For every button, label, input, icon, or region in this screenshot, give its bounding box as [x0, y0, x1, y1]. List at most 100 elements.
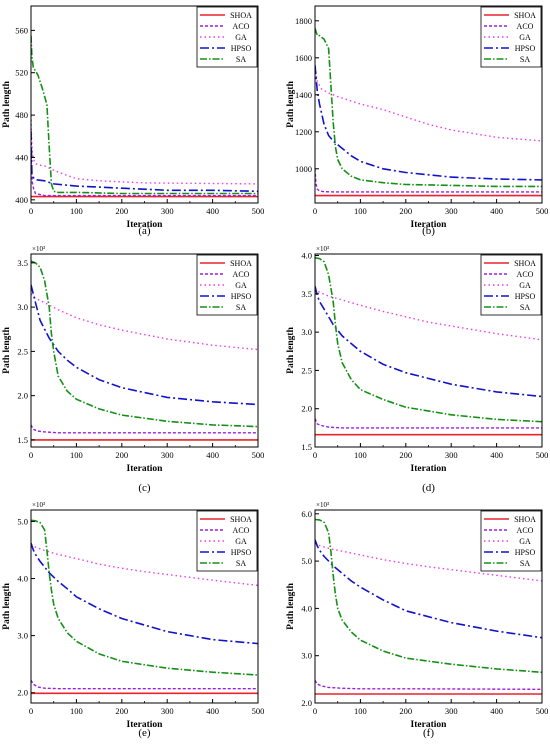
x-tick-label: 300	[445, 450, 458, 460]
legend-label-ga: GA	[519, 33, 531, 42]
legend-label-sa: SA	[520, 559, 530, 568]
x-tick-label: 500	[536, 706, 549, 716]
x-tick-label: 400	[206, 206, 219, 216]
series-line-ga	[315, 542, 542, 582]
legend-label-ga: GA	[235, 33, 247, 42]
series-line-hpso	[31, 284, 258, 406]
x-axis-title: Iteration	[127, 220, 164, 230]
series-line-hpso	[315, 65, 542, 181]
x-tick-label: 100	[70, 450, 83, 460]
panel-label: (d)	[422, 482, 435, 494]
y-tick-label: 4.0	[301, 603, 312, 613]
series-line-ga	[315, 287, 542, 341]
panel-label: (e)	[138, 727, 151, 739]
legend: SHOA ACO GA HPSO SA	[480, 6, 542, 68]
series-line-hpso	[315, 539, 542, 639]
y-tick-label: 1.5	[17, 435, 28, 445]
y-exponent-label: ×10³	[32, 501, 45, 509]
chart-panel-f: 0 100 200 300 400 500 2.0 3.0 4.0 5.0 6.0 ×10³ Itera…	[286, 501, 548, 739]
chart-panel-a: 0 100 200 300 400 500 400 440 480 520 560 Iteration…	[2, 5, 265, 237]
x-tick-label: 500	[536, 450, 549, 460]
legend-label-sa: SA	[236, 55, 246, 64]
y-tick-label: 3.0	[17, 631, 28, 641]
y-tick-label: 4.0	[301, 251, 312, 261]
series-line-sa	[315, 257, 542, 423]
series-line-ga	[315, 66, 542, 142]
panel-label: (c)	[138, 482, 151, 494]
legend-label-ga: GA	[519, 281, 531, 290]
legend-box	[196, 510, 258, 572]
series-line-aco	[315, 679, 542, 690]
x-tick-label: 100	[70, 206, 83, 216]
legend-label-hpso: HPSO	[515, 292, 536, 301]
x-tick-label: 200	[115, 450, 128, 460]
x-axis-title: Iteration	[411, 464, 448, 474]
legend-label-hpso: HPSO	[515, 44, 536, 53]
legend-label-aco: ACO	[517, 22, 534, 31]
legend-label-ga: GA	[235, 537, 247, 546]
x-tick-label: 500	[252, 706, 265, 716]
legend-label-ga: GA	[519, 537, 531, 546]
x-tick-label: 100	[354, 206, 367, 216]
x-tick-label: 200	[115, 206, 128, 216]
y-tick-label: 520	[15, 68, 28, 78]
x-tick-label: 200	[399, 706, 412, 716]
y-tick-label: 2.0	[17, 688, 28, 698]
legend-label-shoa: SHOA	[230, 259, 252, 268]
x-tick-label: 400	[490, 450, 503, 460]
y-tick-label: 2.0	[17, 391, 28, 401]
series-line-ga	[31, 115, 258, 185]
y-exponent-label: ×10³	[316, 245, 329, 253]
y-tick-label: 1400	[295, 90, 312, 100]
legend-label-ga: GA	[235, 281, 247, 290]
series-line-aco	[31, 679, 258, 690]
x-tick-label: 500	[252, 206, 265, 216]
series-line-hpso	[31, 542, 258, 645]
y-exponent-label: ×10³	[316, 501, 329, 509]
y-tick-label: 3.5	[17, 258, 28, 268]
series-line-sa	[31, 260, 258, 428]
legend-label-sa: SA	[520, 55, 530, 64]
series-line-aco	[31, 424, 258, 434]
y-tick-label: 1000	[295, 164, 312, 174]
series-line-sa	[315, 27, 542, 188]
series-line-aco	[315, 418, 542, 429]
legend-label-aco: ACO	[517, 270, 534, 279]
y-tick-label: 1600	[295, 53, 312, 63]
x-tick-label: 300	[161, 450, 174, 460]
legend-box	[196, 6, 258, 68]
x-axis-title: Iteration	[127, 720, 164, 730]
chart-panel-e: 0 100 200 300 400 500 2.0 3.0 4.0 5.0 ×10³ Iteratio…	[2, 501, 264, 739]
x-tick-label: 100	[354, 450, 367, 460]
legend-label-sa: SA	[520, 303, 530, 312]
x-tick-label: 400	[206, 450, 219, 460]
legend-label-sa: SA	[236, 303, 246, 312]
x-tick-label: 0	[313, 206, 317, 216]
y-axis-title: Path length	[2, 582, 12, 629]
x-tick-label: 300	[161, 706, 174, 716]
y-tick-label: 3.0	[301, 327, 312, 337]
chart-panel-d: 0 100 200 300 400 500 1.5 2.0 2.5 3.0 3.5 4.0 ×10³ It…	[286, 245, 548, 494]
x-tick-label: 400	[490, 706, 503, 716]
legend-label-sa: SA	[236, 559, 246, 568]
x-tick-label: 0	[313, 706, 317, 716]
y-tick-label: 2.5	[17, 346, 28, 356]
y-tick-label: 440	[15, 152, 28, 162]
panel-label: (a)	[138, 225, 151, 237]
legend-box	[480, 254, 542, 316]
series-line-sa	[31, 35, 258, 195]
panel-label: (b)	[422, 225, 435, 237]
y-tick-label: 400	[15, 195, 28, 205]
x-tick-label: 300	[445, 206, 458, 216]
y-tick-label: 3.0	[301, 651, 312, 661]
x-tick-label: 0	[313, 450, 317, 460]
x-tick-label: 0	[29, 206, 33, 216]
series-line-hpso	[315, 286, 542, 398]
x-tick-label: 100	[70, 706, 83, 716]
y-axis-title: Path length	[286, 80, 296, 127]
chart-panel-c: 0 100 200 300 400 500 1.5 2.0 2.5 3.0 3.5 ×10³ Itera…	[2, 245, 264, 494]
legend: SHOA ACO GA HPSO SA	[196, 510, 258, 572]
y-axis-title: Path length	[2, 326, 12, 373]
x-tick-label: 0	[29, 706, 33, 716]
y-tick-label: 2.0	[301, 698, 312, 708]
